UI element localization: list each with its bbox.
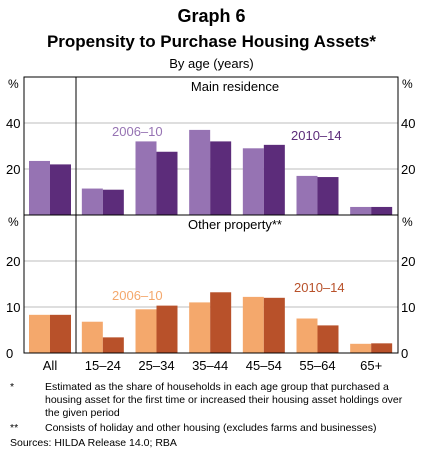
- bar: [296, 318, 318, 353]
- footnote-2-mark: **: [10, 422, 19, 434]
- bar: [81, 188, 103, 215]
- footnote-1-mark: *: [10, 381, 15, 393]
- x-tick-label: 65+: [360, 358, 382, 373]
- bar: [81, 321, 103, 353]
- series-label: 2006–10: [112, 124, 163, 139]
- y-unit-right: %: [402, 215, 413, 229]
- bar: [242, 296, 264, 353]
- series-label: 2010–14: [291, 128, 342, 143]
- bar: [350, 343, 372, 353]
- x-tick-label: 35–44: [192, 358, 228, 373]
- bar: [135, 141, 157, 215]
- y-unit-left: %: [8, 77, 19, 91]
- panel-title: Main residence: [191, 79, 279, 94]
- footnote-2-text: Consists of holiday and other housing (e…: [45, 422, 377, 434]
- chart-canvas: 20 20 40 40% % Main residence 2006–10 2010–14 0 0…: [6, 76, 415, 373]
- footnote-1-text: Estimated as the share of households in …: [45, 381, 403, 419]
- bar: [296, 175, 318, 215]
- bar: [371, 343, 393, 353]
- graph-subtitle: Propensity to Purchase Housing Assets*: [46, 32, 377, 51]
- bar: [242, 148, 264, 215]
- bar: [210, 141, 232, 215]
- bar: [189, 302, 211, 353]
- bar: [189, 129, 211, 215]
- y-unit-left: %: [8, 215, 19, 229]
- y-tick-label-left: 20: [6, 162, 20, 177]
- x-tick-label: 25–34: [138, 358, 174, 373]
- bar: [263, 144, 285, 215]
- bar: [156, 305, 178, 353]
- y-tick-label-left: 40: [6, 116, 20, 131]
- bar: [135, 309, 157, 353]
- x-tick-label: All: [43, 358, 58, 373]
- y-tick-label-right: 10: [401, 300, 415, 315]
- graph-title: Graph 6: [177, 6, 246, 26]
- bar: [317, 177, 339, 215]
- bar: [102, 337, 124, 353]
- bar: [317, 325, 339, 353]
- x-tick-label: 55–64: [299, 358, 335, 373]
- y-unit-right: %: [402, 77, 413, 91]
- footnote-1: * Estimated as the share of households i…: [10, 381, 415, 420]
- y-tick-label-left: 10: [6, 300, 20, 315]
- bar: [350, 206, 372, 215]
- y-tick-label-right: 40: [401, 116, 415, 131]
- graph-caption: By age (years): [169, 56, 254, 71]
- notes: * Estimated as the share of households i…: [10, 381, 415, 450]
- bar: [263, 297, 285, 353]
- y-tick-label-right: 20: [401, 254, 415, 269]
- x-tick-label: 45–54: [246, 358, 282, 373]
- x-tick-label: 15–24: [85, 358, 121, 373]
- y-tick-label-right: 20: [401, 162, 415, 177]
- bar: [371, 206, 393, 215]
- sources: Sources: HILDA Release 14.0; RBA: [10, 437, 177, 449]
- bar: [29, 160, 50, 215]
- bar: [102, 189, 124, 215]
- y-tick-label-left: 20: [6, 254, 20, 269]
- series-label: 2006–10: [112, 288, 163, 303]
- bar: [50, 164, 71, 215]
- y-tick-label-right: 0: [401, 346, 408, 361]
- bar: [210, 292, 232, 353]
- panel-title: Other property**: [188, 217, 282, 232]
- footnote-2: ** Consists of holiday and other housing…: [10, 422, 415, 435]
- y-tick-label-left: 0: [6, 346, 13, 361]
- bar: [156, 151, 178, 215]
- bar: [29, 314, 50, 353]
- series-label: 2010–14: [294, 280, 345, 295]
- bar: [50, 314, 71, 353]
